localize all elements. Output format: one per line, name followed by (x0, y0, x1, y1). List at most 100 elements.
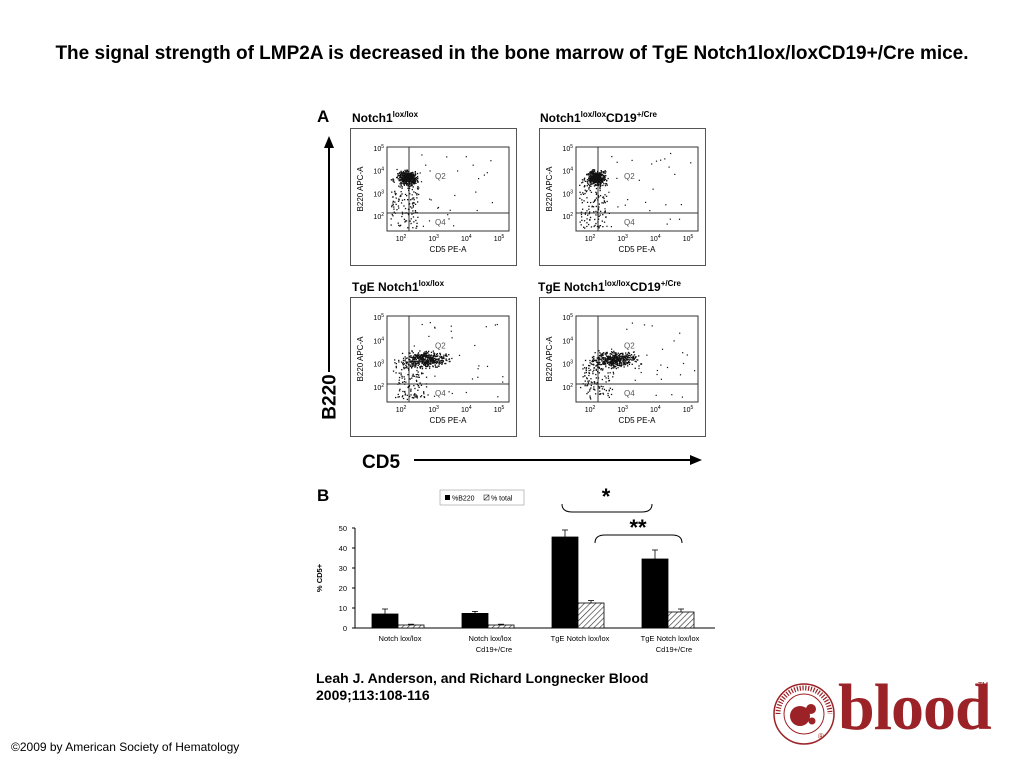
scatter-dot (453, 225, 455, 227)
scatter-dot (665, 204, 667, 206)
scatter-dot (627, 199, 629, 201)
scatter-dot (597, 363, 599, 365)
scatter-dot (412, 179, 414, 181)
x-tick-label: 103 (428, 234, 439, 243)
scatter-dot (646, 354, 648, 356)
scatter-dot (398, 207, 400, 209)
scatter-dot (408, 187, 411, 189)
scatter-dot (627, 354, 629, 356)
scatter-dot (411, 363, 413, 365)
scatter-dot (616, 363, 619, 365)
scatter-dot (600, 173, 602, 175)
scatter-dot (415, 177, 418, 179)
scatter-dot (591, 205, 593, 207)
scatter-dot (619, 365, 621, 367)
scatter-dot (423, 396, 426, 399)
scatter-dot (588, 175, 590, 177)
scatter-dot (436, 353, 438, 356)
scatter-dot (409, 352, 411, 354)
scatter-dot (587, 384, 589, 386)
scatter-dot (402, 178, 404, 180)
legend-swatch-b220 (445, 495, 450, 500)
scatter-dot (430, 361, 432, 363)
scatter-dot (497, 396, 499, 398)
scatter-dot (622, 355, 625, 357)
plot-title-2: Notch1lox/loxCD19+/Cre (540, 110, 657, 125)
scatter-dot (626, 359, 628, 361)
scatter-dot (591, 360, 593, 363)
scatter-dot (628, 357, 631, 359)
scatter-dot (579, 191, 581, 193)
scatter-dot (427, 352, 429, 354)
scatter-dot (408, 209, 410, 211)
scatter-dot (596, 180, 598, 182)
scatter-dot (586, 190, 588, 192)
scatter-dot (434, 366, 437, 368)
scatter-dot (448, 391, 450, 393)
scatter-dot (393, 211, 395, 213)
scatter-dot (617, 364, 620, 367)
scatter-dot (598, 177, 600, 180)
scatter-dot (400, 224, 402, 226)
scatter-dot (595, 383, 598, 385)
scatter-dot (414, 366, 416, 368)
scatter-dot (587, 391, 589, 393)
registered-mark: ® (818, 732, 824, 741)
scatter-dot (605, 366, 607, 368)
quadrant-label-q2: Q2 (435, 342, 446, 351)
scatter-dot (416, 356, 419, 358)
scatter-dot (425, 367, 427, 370)
scatter-dot (392, 196, 394, 198)
scatter-dot (435, 360, 437, 362)
significance-star-1: * (602, 484, 611, 509)
scatter-dot (589, 216, 592, 219)
scatter-dot (599, 186, 601, 188)
scatter-dot (433, 395, 436, 397)
scatter-dot (620, 358, 622, 360)
scatter-dot (598, 184, 600, 187)
scatter-dot (417, 186, 419, 188)
scatter-dot (426, 352, 428, 354)
scatter-dot (432, 355, 435, 357)
scatter-dot (583, 226, 585, 228)
scatter-dot (404, 367, 407, 369)
scatter-dot (589, 397, 591, 399)
scatter-dot (601, 202, 603, 204)
scatter-dot (599, 188, 601, 190)
scatter-dot (440, 356, 442, 359)
bar-total (397, 624, 425, 629)
scatter-dot (589, 365, 591, 367)
scatter-dot (425, 383, 427, 385)
scatter-dot (434, 359, 436, 362)
scatter-dot (609, 364, 611, 366)
scatter-dot (615, 363, 618, 365)
scatter-dot (400, 372, 402, 374)
scatter-dot (428, 363, 430, 365)
scatter-dot (438, 358, 440, 360)
scatter-dot (600, 385, 602, 387)
scatter-dot (593, 175, 595, 177)
x-tick-label: 104 (461, 405, 472, 414)
scatter-dot (392, 215, 394, 217)
scatter-dot (625, 354, 627, 356)
scatter-dot (588, 380, 590, 382)
scatter-dot (409, 193, 411, 195)
category-label: Cd19+/Cre (476, 645, 512, 654)
scatter-dot (612, 351, 614, 354)
scatter-dot (612, 360, 614, 362)
scatter-dot (423, 352, 426, 354)
scatter-dot (606, 361, 608, 363)
scatter-dot (614, 362, 616, 364)
scatter-dot (402, 357, 405, 359)
scatter-dot (414, 171, 416, 173)
scatter-dot (398, 172, 400, 174)
scatter-dot (597, 218, 600, 220)
scatter-dot (602, 358, 605, 360)
scatter-dot (431, 360, 433, 362)
scatter-dot (590, 178, 592, 180)
scatter-dot (607, 356, 609, 358)
scatter-dot (407, 185, 409, 187)
scatter-dot (413, 202, 415, 204)
scatter-dot (602, 176, 604, 178)
scatter-dot (414, 354, 416, 356)
